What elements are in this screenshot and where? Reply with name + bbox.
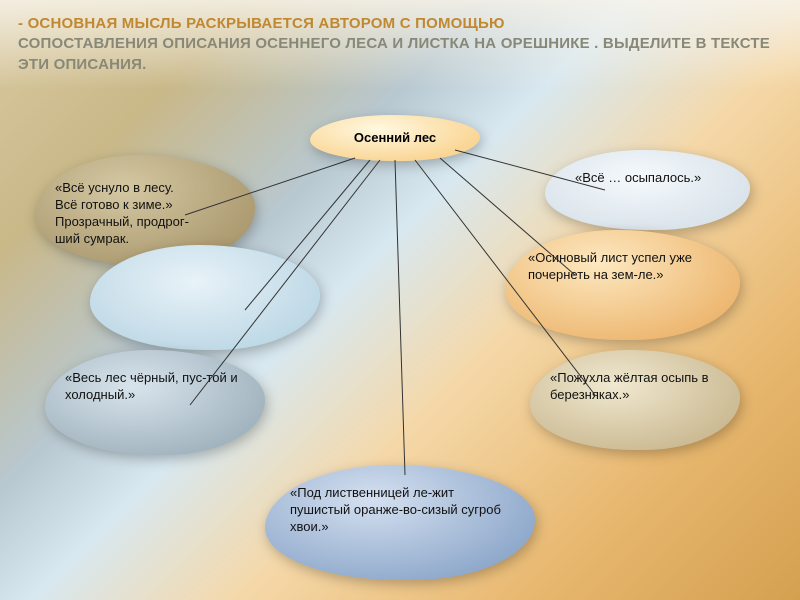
node-2-text: «Весь лес чёрный, пус-той и холодный.» bbox=[65, 370, 245, 404]
node-5-text: «Осиновый лист успел уже почернеть на зе… bbox=[528, 250, 713, 284]
cloud-bg-6 bbox=[545, 150, 750, 230]
node-1-text: «Всё уснуло в лесу. Всё готово к зиме.» … bbox=[55, 180, 240, 248]
node-6-text: «Всё … осыпалось.» bbox=[575, 170, 725, 187]
slide-title: - ОСНОВНАЯ МЫСЛЬ РАСКРЫВАЕТСЯ АВТОРОМ С … bbox=[0, 0, 800, 89]
root-label: Осенний лес bbox=[354, 130, 436, 146]
root-node: Осенний лес bbox=[310, 115, 480, 161]
cloud-bg-5 bbox=[505, 230, 740, 340]
title-line-2: СОПОСТАВЛЕНИЯ ОПИСАНИЯ ОСЕННЕГО ЛЕСА И Л… bbox=[18, 34, 782, 75]
cloud-bg-2 bbox=[90, 245, 320, 350]
node-3-text: «Под лиственницей ле-жит пушистый оранже… bbox=[290, 485, 510, 536]
node-4-text: «Пожухла жёлтая осыпь в березняках.» bbox=[550, 370, 725, 404]
title-line-1: - ОСНОВНАЯ МЫСЛЬ РАСКРЫВАЕТСЯ АВТОРОМ С … bbox=[18, 14, 782, 34]
